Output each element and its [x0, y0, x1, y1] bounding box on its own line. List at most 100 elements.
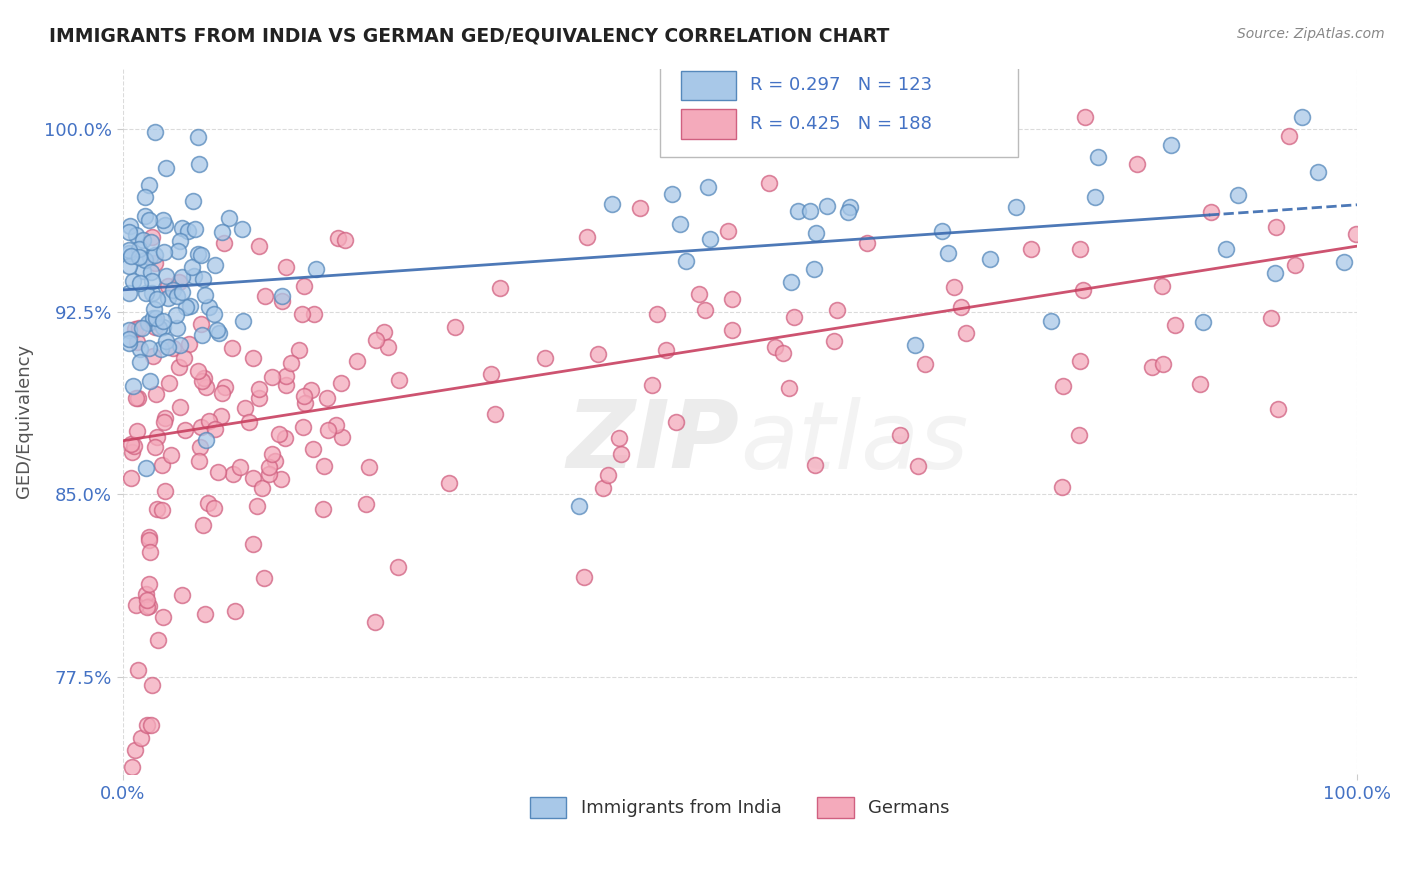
Immigrants from India — [170, 270, 193, 285]
Immigrants from India — [1215, 243, 1237, 257]
Germans — [224, 604, 246, 618]
Germans — [302, 307, 325, 321]
Germans — [193, 371, 215, 385]
Immigrants from India — [155, 334, 177, 349]
Bar — [681, 70, 737, 100]
Immigrants from India — [806, 226, 828, 240]
Immigrants from India — [128, 250, 150, 264]
Germans — [479, 368, 502, 382]
Germans — [195, 380, 218, 394]
Immigrants from India — [134, 189, 156, 203]
Germans — [443, 319, 465, 334]
Germans — [291, 307, 314, 321]
Germans — [274, 260, 297, 274]
Germans — [212, 235, 235, 250]
Immigrants from India — [183, 268, 205, 283]
Immigrants from India — [931, 224, 953, 238]
Germans — [173, 351, 195, 365]
Germans — [942, 280, 965, 294]
Immigrants from India — [669, 217, 692, 231]
Immigrants from India — [125, 227, 148, 242]
Germans — [823, 334, 845, 348]
Immigrants from India — [696, 179, 718, 194]
Immigrants from India — [218, 211, 240, 226]
Germans — [1069, 354, 1091, 368]
Immigrants from India — [1291, 110, 1313, 124]
Immigrants from India — [132, 233, 155, 247]
Germans — [153, 483, 176, 498]
Germans — [301, 442, 323, 457]
Germans — [354, 498, 377, 512]
Immigrants from India — [142, 311, 165, 326]
Germans — [150, 503, 173, 517]
Immigrants from India — [148, 320, 170, 334]
Germans — [292, 420, 315, 434]
Germans — [388, 373, 411, 387]
Germans — [763, 340, 786, 354]
Immigrants from India — [172, 221, 194, 235]
Immigrants from India — [803, 261, 825, 276]
Immigrants from India — [194, 288, 217, 302]
Germans — [124, 321, 146, 335]
Germans — [197, 414, 219, 428]
Germans — [717, 224, 740, 238]
Immigrants from India — [195, 433, 218, 447]
Germans — [233, 401, 256, 415]
Immigrants from India — [118, 323, 141, 337]
Immigrants from India — [135, 461, 157, 475]
Germans — [586, 347, 609, 361]
Germans — [1260, 310, 1282, 325]
Germans — [1126, 156, 1149, 170]
Immigrants from India — [1192, 315, 1215, 329]
Germans — [1278, 128, 1301, 143]
Germans — [827, 303, 849, 318]
Germans — [280, 356, 302, 370]
Immigrants from India — [118, 246, 141, 260]
Germans — [127, 424, 149, 438]
Germans — [138, 530, 160, 544]
Immigrants from India — [1333, 254, 1355, 268]
Immigrants from India — [118, 259, 141, 273]
Germans — [1050, 479, 1073, 493]
Legend: Immigrants from India, Germans: Immigrants from India, Germans — [523, 789, 956, 825]
Immigrants from India — [193, 272, 215, 286]
Immigrants from India — [122, 379, 145, 393]
Immigrants from India — [181, 194, 204, 208]
Germans — [1071, 283, 1094, 297]
Immigrants from India — [188, 156, 211, 170]
Immigrants from India — [1004, 200, 1026, 214]
Germans — [250, 481, 273, 495]
Germans — [146, 633, 169, 648]
Germans — [167, 276, 190, 290]
Germans — [190, 420, 212, 434]
Immigrants from India — [120, 249, 142, 263]
Germans — [202, 500, 225, 515]
Germans — [141, 230, 163, 244]
Immigrants from India — [118, 332, 141, 346]
Immigrants from India — [837, 205, 859, 219]
Bar — [681, 110, 737, 139]
Germans — [127, 391, 149, 405]
Germans — [914, 357, 936, 371]
Germans — [242, 536, 264, 550]
Germans — [153, 411, 176, 425]
Germans — [312, 502, 335, 516]
Germans — [135, 587, 157, 601]
Germans — [1199, 205, 1222, 219]
Germans — [772, 346, 794, 360]
Immigrants from India — [1264, 266, 1286, 280]
Immigrants from India — [169, 234, 191, 248]
Germans — [169, 400, 191, 414]
Germans — [139, 718, 162, 732]
Germans — [1265, 219, 1288, 234]
Germans — [120, 436, 142, 450]
Germans — [592, 481, 614, 495]
Immigrants from India — [936, 246, 959, 260]
Germans — [157, 279, 180, 293]
Germans — [207, 465, 229, 479]
Germans — [214, 379, 236, 393]
Text: Source: ZipAtlas.com: Source: ZipAtlas.com — [1237, 27, 1385, 41]
Germans — [136, 593, 159, 607]
Immigrants from India — [138, 212, 160, 227]
Germans — [222, 467, 245, 482]
